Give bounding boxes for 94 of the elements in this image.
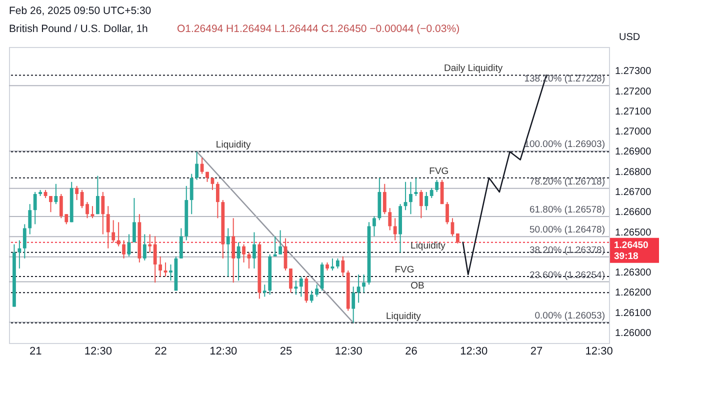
candlestick xyxy=(153,236,157,284)
candlestick xyxy=(28,204,32,235)
candlestick xyxy=(216,181,220,219)
y-tick-label: 1.26900 xyxy=(615,146,652,158)
ref-line-label: 1.26450 39:18 xyxy=(614,240,648,262)
candlestick xyxy=(299,276,303,298)
x-tick-label: 12:30 xyxy=(460,346,488,358)
candlestick xyxy=(75,185,79,201)
x-tick-label: 12:30 xyxy=(84,346,112,358)
y-tick-label: 1.27200 xyxy=(615,86,652,98)
candlestick xyxy=(33,191,37,225)
candlestick xyxy=(190,173,194,215)
candlestick xyxy=(96,175,100,215)
candlestick xyxy=(430,187,434,199)
candlestick xyxy=(419,189,423,219)
candlestick xyxy=(388,208,392,231)
candlestick xyxy=(352,286,356,324)
annotation: OB xyxy=(410,280,424,292)
candlestick xyxy=(169,264,172,282)
annotation: Liquidity xyxy=(410,240,446,252)
candlestick xyxy=(310,290,314,304)
candlestick xyxy=(148,234,152,253)
candlestick xyxy=(341,256,345,278)
candlestick xyxy=(435,179,439,192)
candlestick xyxy=(289,268,292,294)
ref-line-label: 50.00% (1.26478) xyxy=(529,224,605,236)
candlestick xyxy=(424,191,428,211)
candlestick xyxy=(112,220,116,243)
y-tick-label: 1.26500 xyxy=(615,227,652,238)
y-tick-label: 1.27100 xyxy=(615,106,652,118)
x-tick-label: 21 xyxy=(29,346,42,358)
annotation: Liquidity xyxy=(216,140,252,151)
y-tick-label: 1.26200 xyxy=(615,288,652,299)
candlestick xyxy=(116,222,120,247)
ref-line-label: 100.00% (1.26903) xyxy=(524,139,605,150)
candlestick xyxy=(304,276,308,304)
y-tick-label: 1.26600 xyxy=(615,207,652,218)
text: Feb 26, 2025 09:50 UTC+5:30 xyxy=(9,5,152,17)
x-tick-label: 12:30 xyxy=(585,346,613,358)
candlestick xyxy=(232,218,236,284)
candlestick xyxy=(22,224,26,259)
candlestick xyxy=(132,198,136,243)
candlestick xyxy=(49,196,52,213)
annotation: FVG xyxy=(429,166,449,177)
ref-line-label: 78.20% (1.26718) xyxy=(529,176,605,188)
ref-line-label: 23.60% (1.26254) xyxy=(529,270,605,281)
candlestick xyxy=(336,258,340,269)
candlestick xyxy=(106,206,110,249)
ref-line-label: 0.00% (1.26053) xyxy=(534,310,605,322)
y-tick-label: 1.27300 xyxy=(615,66,652,78)
candlestick xyxy=(122,240,126,259)
candlestick xyxy=(158,256,162,278)
candlestick xyxy=(252,232,256,269)
candlestick xyxy=(262,284,266,298)
candlestick xyxy=(101,191,105,235)
ref-line-label: 38.20% (1.26378) xyxy=(529,244,605,256)
x-tick-label: 26 xyxy=(405,346,418,358)
chart-subtitle: O1.26494 H1.26494 L1.26444 C1.26450 −0.00044 (−0.03%) xyxy=(177,23,460,35)
candlestick xyxy=(142,234,146,261)
candlestick xyxy=(236,242,240,282)
annotation: FVG xyxy=(394,264,414,276)
x-tick-label: 22 xyxy=(154,346,167,358)
ref-line-label: 61.80% (1.26578) xyxy=(529,204,605,216)
candlestick xyxy=(86,202,89,219)
x-tick-label: 12:30 xyxy=(334,346,362,358)
y-tick-label: 1.26700 xyxy=(615,186,652,198)
candlestick xyxy=(409,181,412,215)
x-tick-label: 27 xyxy=(530,346,543,358)
candlestick xyxy=(393,218,397,241)
candlestick xyxy=(315,284,319,298)
candlestick xyxy=(450,218,454,237)
candlestick xyxy=(278,230,282,255)
y-tick-label: 1.26800 xyxy=(615,166,652,178)
candlestick xyxy=(356,274,360,304)
candlestick xyxy=(226,228,230,278)
chart-title: British Pound / U.S. Dollar, 1h xyxy=(9,23,148,35)
y-tick-label: 1.26000 xyxy=(615,328,652,339)
candlestick xyxy=(362,274,366,294)
candlestick xyxy=(273,236,277,257)
annotation: Liquidity xyxy=(386,310,422,322)
candlestick xyxy=(446,202,449,225)
y-tick-label: 1.26100 xyxy=(615,308,652,319)
candlestick xyxy=(179,228,183,259)
candlestick xyxy=(372,216,376,237)
candlestick xyxy=(18,240,22,269)
annotation: Daily Liquidity xyxy=(444,63,503,74)
candlestick xyxy=(382,183,386,215)
y-axis-title: USD xyxy=(619,32,640,43)
candlestick xyxy=(195,151,199,180)
x-tick-label: 12:30 xyxy=(210,346,238,358)
candlestick xyxy=(242,244,246,263)
y-tick-label: 1.26300 xyxy=(615,268,652,279)
y-tick-label: 1.27000 xyxy=(615,126,652,138)
x-tick-label: 25 xyxy=(280,346,292,358)
